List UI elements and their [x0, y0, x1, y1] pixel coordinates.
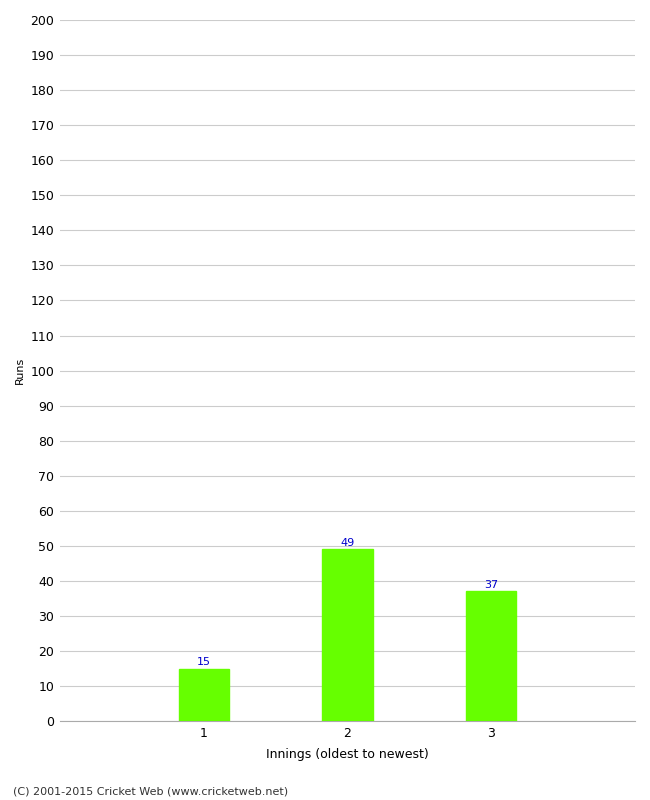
Bar: [179, 669, 229, 721]
Bar: [466, 591, 516, 721]
Text: 37: 37: [484, 580, 499, 590]
Text: 15: 15: [197, 657, 211, 666]
Y-axis label: Runs: Runs: [15, 357, 25, 384]
Bar: [322, 550, 372, 721]
Text: (C) 2001-2015 Cricket Web (www.cricketweb.net): (C) 2001-2015 Cricket Web (www.cricketwe…: [13, 786, 288, 796]
X-axis label: Innings (oldest to newest): Innings (oldest to newest): [266, 748, 429, 761]
Text: 49: 49: [341, 538, 355, 547]
